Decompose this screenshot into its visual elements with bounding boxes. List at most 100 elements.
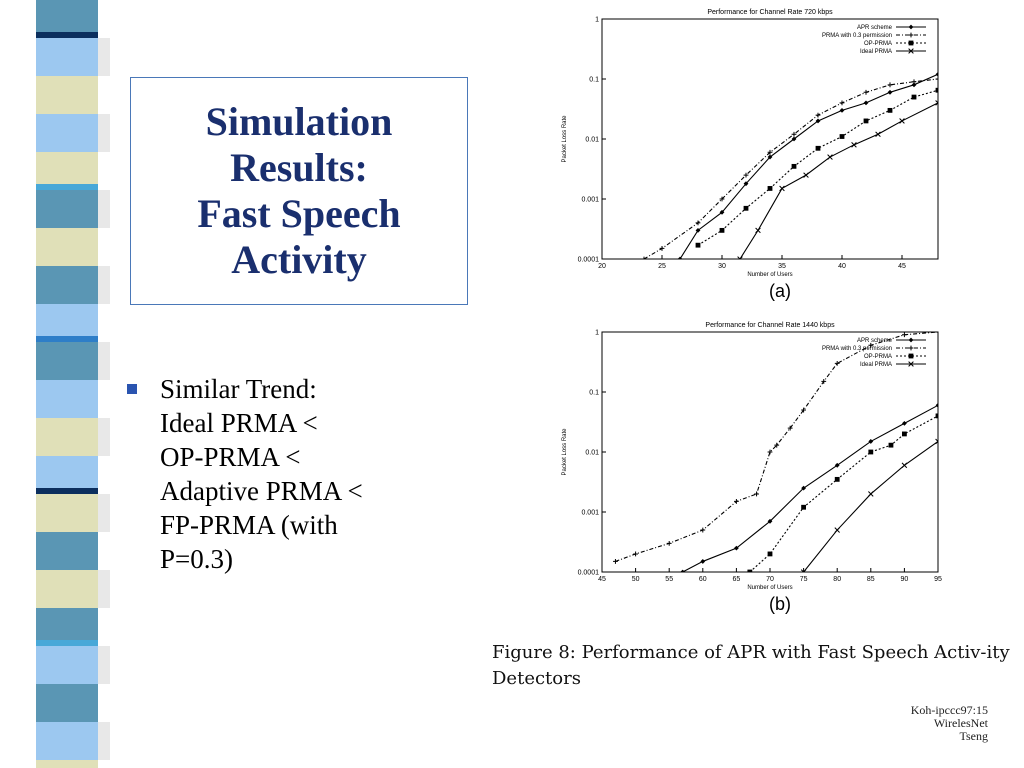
- data-point: [863, 89, 869, 95]
- stripe-accent: [36, 488, 98, 494]
- series-2: [695, 87, 938, 248]
- stripe-accent: [36, 640, 98, 646]
- stripe-block: [36, 608, 98, 646]
- series-2: [747, 413, 938, 572]
- data-point: [767, 149, 773, 155]
- stripe-shadow: [98, 380, 110, 418]
- data-point: [908, 48, 914, 54]
- data-point: [700, 559, 706, 564]
- bullet-point: Similar Trend: Ideal PRMA < OP-PRMA < Ad…: [127, 372, 427, 576]
- x-axis-label: Number of Users: [747, 272, 792, 278]
- stripe-shadow: [98, 190, 110, 228]
- stripe-shadow: [98, 304, 110, 342]
- x-tick-label: 90: [901, 576, 909, 583]
- panel-label: (b): [769, 594, 791, 614]
- stripe-block: [36, 646, 98, 684]
- stripe-shadow: [98, 532, 110, 570]
- stripe-shadow: [98, 342, 110, 380]
- data-point: [902, 420, 907, 426]
- stripe-block: [36, 722, 98, 760]
- stripe-margin: [0, 608, 36, 646]
- x-tick-label: 65: [733, 576, 741, 583]
- data-point: [801, 485, 806, 491]
- chart-title: Performance for Channel Rate 1440 kbps: [705, 322, 835, 329]
- stripe-margin: [0, 38, 36, 76]
- data-point: [791, 131, 797, 137]
- x-tick-label: 75: [800, 576, 808, 583]
- x-tick-label: 50: [632, 576, 640, 583]
- data-point: [827, 154, 833, 160]
- stripe-block: [36, 418, 98, 456]
- data-point: [902, 431, 907, 437]
- series-3: [737, 100, 938, 259]
- stripe-block: [36, 456, 98, 494]
- stripe-block: [36, 570, 98, 608]
- stripe-margin: [0, 722, 36, 760]
- data-point: [887, 89, 893, 95]
- stripe-shadow: [98, 608, 110, 646]
- series-3: [800, 438, 938, 572]
- x-tick-label: 30: [718, 263, 726, 270]
- series-0: [677, 71, 938, 259]
- data-point: [888, 442, 894, 448]
- legend-label: PRMA with 0.3 permission: [822, 33, 892, 39]
- y-tick-label: 0.0001: [578, 257, 600, 264]
- legend-label: Ideal PRMA: [860, 49, 892, 55]
- x-tick-label: 25: [658, 263, 666, 270]
- x-tick-label: 40: [838, 263, 846, 270]
- data-point: [800, 569, 807, 572]
- stripe-block: [36, 228, 98, 266]
- data-point: [613, 559, 618, 564]
- data-point: [935, 71, 938, 77]
- stripe-shadow: [98, 494, 110, 532]
- data-point: [834, 360, 840, 366]
- data-point: [801, 407, 806, 413]
- y-tick-label: 0.01: [585, 450, 599, 457]
- data-point: [863, 118, 869, 124]
- x-tick-label: 80: [833, 576, 841, 583]
- data-point: [737, 256, 743, 259]
- stripe-margin: [0, 190, 36, 228]
- stripe-margin: [0, 76, 36, 114]
- data-point: [834, 527, 840, 533]
- data-point: [767, 449, 773, 455]
- data-point: [743, 172, 749, 178]
- data-point: [719, 209, 725, 215]
- stripe-shadow: [98, 152, 110, 190]
- data-point: [935, 402, 938, 408]
- x-tick-label: 45: [598, 576, 606, 583]
- data-point: [803, 172, 809, 178]
- stripe-margin: [0, 114, 36, 152]
- data-point: [902, 332, 907, 338]
- y-tick-label: 0.001: [581, 197, 599, 204]
- stripe-margin: [0, 0, 36, 38]
- data-point: [659, 246, 665, 251]
- data-point: [935, 413, 938, 419]
- stripe-margin: [0, 494, 36, 532]
- data-point: [754, 491, 759, 497]
- stripe-margin: [0, 266, 36, 304]
- data-point: [774, 442, 780, 448]
- data-point: [734, 499, 739, 504]
- x-tick-label: 35: [778, 263, 786, 270]
- figure-caption: Figure 8: Performance of APR with Fast S…: [492, 642, 1010, 689]
- y-tick-label: 0.0001: [578, 570, 600, 577]
- x-tick-label: 45: [898, 263, 906, 270]
- stripe-shadow: [98, 228, 110, 266]
- data-point: [911, 94, 917, 100]
- data-point: [695, 220, 701, 226]
- data-point: [815, 145, 821, 151]
- data-point: [908, 24, 914, 30]
- data-point: [779, 185, 785, 192]
- bullet-text: Similar Trend: Ideal PRMA < OP-PRMA < Ad…: [160, 374, 363, 574]
- bullet-square-icon: [127, 384, 137, 394]
- series-line: [682, 404, 938, 572]
- stripe-margin: [0, 646, 36, 684]
- stripe-margin: [0, 684, 36, 722]
- y-tick-label: 0.001: [581, 510, 599, 517]
- stripe-block: [36, 532, 98, 570]
- data-point: [908, 345, 914, 351]
- stripe-shadow: [98, 38, 110, 76]
- y-tick-label: 0.1: [589, 77, 599, 84]
- x-tick-label: 85: [867, 576, 875, 583]
